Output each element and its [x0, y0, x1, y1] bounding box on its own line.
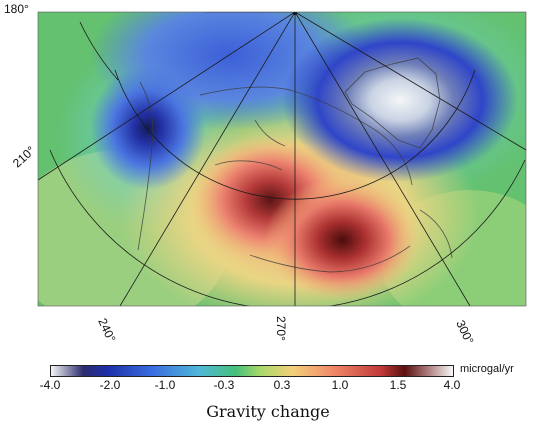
longitude-label-180: 180° — [4, 2, 29, 16]
colorbar-tick: -4.0 — [39, 378, 61, 392]
colorbar-unit: microgal/yr — [460, 363, 514, 375]
colorbar-tick: 4.0 — [443, 378, 461, 392]
colorbar-tick: -0.3 — [213, 378, 235, 392]
colorbar-tick: 0.3 — [273, 378, 291, 392]
colorbar-tick: 1.0 — [331, 378, 349, 392]
gravity-map: 180° 210° 240° 270° 300° — [4, 2, 527, 346]
colorbar — [50, 365, 454, 377]
colorbar-tick: -1.0 — [154, 378, 176, 392]
colorbar-tick: -2.0 — [99, 378, 121, 392]
longitude-label-270: 270° — [274, 316, 288, 341]
colorbar-title: Gravity change — [206, 402, 330, 421]
colorbar-tick: 1.5 — [389, 378, 407, 392]
